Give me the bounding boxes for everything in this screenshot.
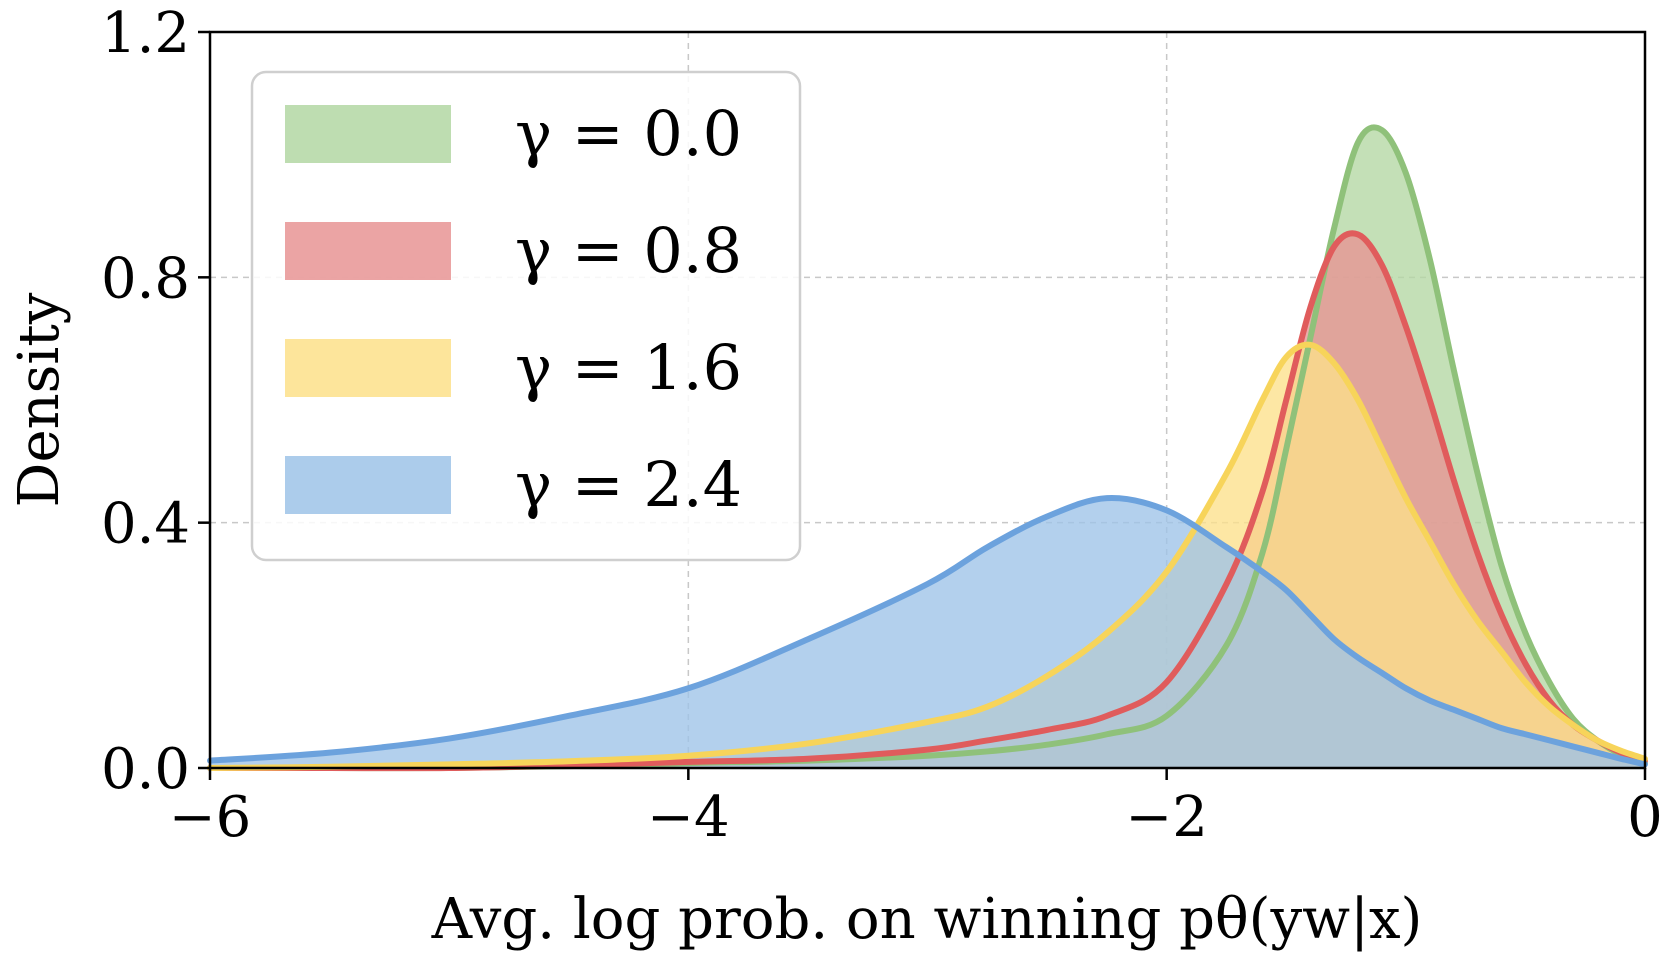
legend-frame [250,70,802,562]
x-axis-title: Avg. log prob. on winning pθ(yw|x) [431,887,1423,952]
legend-items: γ = 0.0 γ = 0.8 γ = 1.6 γ = 2.4 [285,97,742,521]
legend-swatch-1 [285,222,451,280]
series-line-1 [207,230,1648,772]
legend-label-2: γ = 1.6 [515,331,742,404]
series-line-2 [207,341,1648,771]
x-tick-label-1: −4 [647,785,730,850]
legend-label-0: γ = 0.0 [515,97,742,170]
plot-frame [208,30,1647,770]
legend-swatch-3 [285,456,451,514]
legend-label-3: γ = 2.4 [515,448,742,521]
legend: γ = 0.0 γ = 0.8 γ = 1.6 γ = 2.4 [250,70,802,562]
y-tick-label-0: 0.0 [101,737,190,802]
x-tick-label-3: 0 [1627,785,1662,850]
legend-label-1: γ = 0.8 [515,214,742,287]
y-axis-title: Density [7,292,72,507]
y-tick-label-2: 0.8 [101,246,190,311]
kde-line-layer [207,124,1648,772]
legend-swatch-0 [285,105,451,163]
x-tick-label-0: −6 [169,785,252,850]
y-tick-label-1: 0.4 [101,492,190,557]
tick-layer: −6 −4 −2 0 0.0 0.4 0.8 1.2 [101,1,1662,850]
series-line-3 [207,495,1648,768]
x-tick-label-2: −2 [1125,785,1208,850]
legend-swatch-2 [285,339,451,397]
series-fill-3 [210,498,1645,768]
y-tick-label-3: 1.2 [101,1,190,66]
